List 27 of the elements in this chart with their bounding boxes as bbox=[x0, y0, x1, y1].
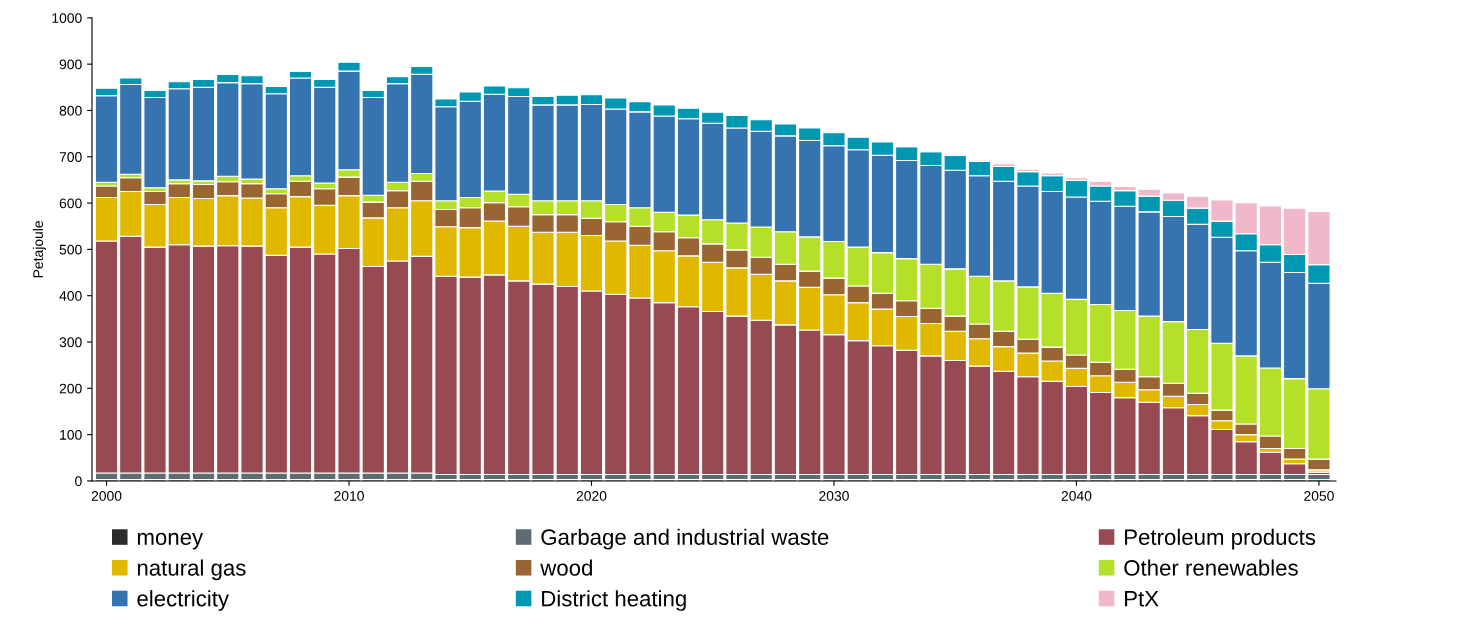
x-tick-label: 2000 bbox=[91, 491, 122, 501]
y-tick-label: 100 bbox=[60, 429, 82, 440]
legend-label: money bbox=[137, 532, 204, 550]
x-tick-label: 2020 bbox=[576, 491, 607, 501]
legend-label: Garbage and industrial waste bbox=[541, 528, 829, 550]
y-tick-label: 300 bbox=[59, 337, 82, 348]
y-tick-label: 700 bbox=[59, 152, 82, 162]
legend-label: wood bbox=[540, 559, 592, 576]
legend-label: Other renewables bbox=[1124, 559, 1298, 576]
y-tick-label: 0 bbox=[75, 476, 82, 487]
y-tick-label: 1000 bbox=[52, 13, 82, 24]
y-tick-label: 600 bbox=[59, 198, 82, 209]
y-tick-label: 500 bbox=[59, 244, 82, 255]
x-tick-label: 2030 bbox=[819, 491, 849, 501]
legend-label: District heating bbox=[542, 590, 686, 611]
y-tick-label: 200 bbox=[59, 383, 82, 394]
legend-label: electricity bbox=[137, 590, 229, 611]
y-tick-label: 800 bbox=[59, 105, 82, 116]
legend-label: PtX bbox=[1125, 590, 1159, 607]
x-tick-label: 2050 bbox=[1304, 491, 1334, 501]
y-tick-label: 900 bbox=[59, 59, 82, 70]
x-tick-label: 2010 bbox=[334, 491, 364, 501]
y-axis-title: Petajoule bbox=[32, 221, 46, 278]
legend-label: natural gas bbox=[137, 559, 246, 581]
x-tick-label: 2040 bbox=[1061, 491, 1092, 501]
legend-label: Petroleum products bbox=[1125, 528, 1316, 550]
y-tick-label: 400 bbox=[59, 291, 82, 301]
